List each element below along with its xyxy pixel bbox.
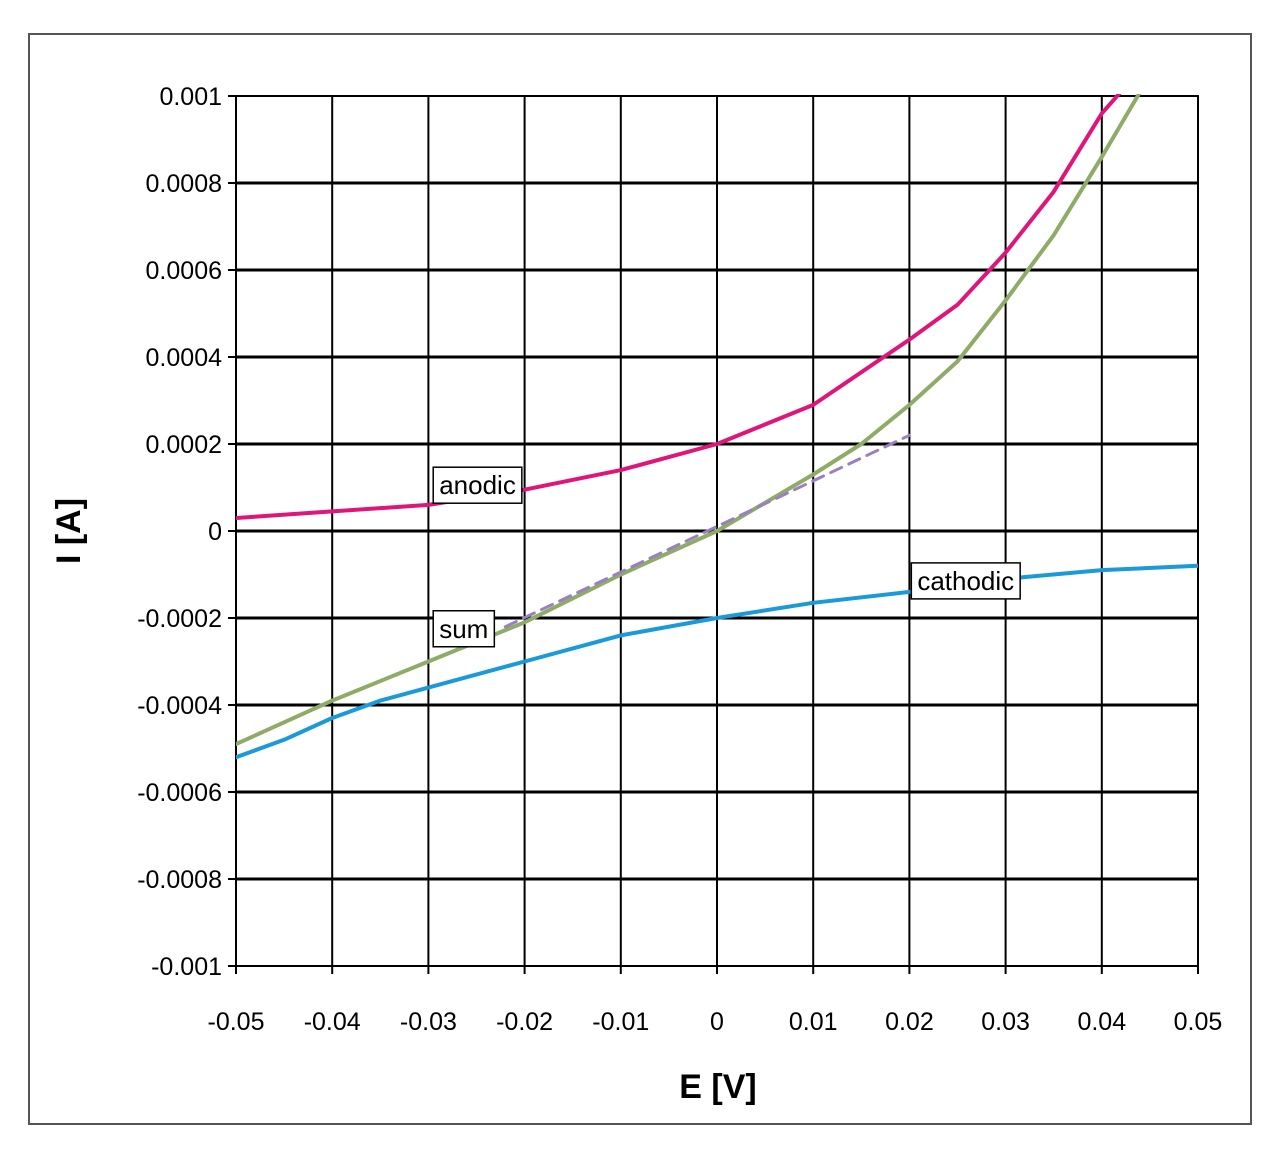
x-tick-label: 0.04: [1077, 1008, 1126, 1036]
series-label-text: sum: [439, 614, 488, 644]
y-tick-label: 0.0004: [146, 344, 223, 372]
series-label-box: [432, 466, 523, 504]
series-label-box: [910, 562, 1021, 600]
x-tick-label: -0.01: [592, 1008, 649, 1036]
y-tick-label: -0.0008: [137, 866, 222, 894]
x-axis-ticks: -0.05 -0.04 -0.03 -0.02 -0.01 0 0.01 0.02 0.03 0.…: [208, 1008, 1223, 1036]
y-tick-label: -0.001: [151, 953, 222, 981]
y-tick-label: 0.001: [159, 83, 222, 111]
x-tick-label: -0.02: [496, 1008, 553, 1036]
chart-frame: [28, 33, 1252, 1125]
x-tick-label: 0.02: [885, 1008, 934, 1036]
y-tick-label: 0.0002: [146, 431, 222, 459]
x-tick-label: 0: [710, 1008, 724, 1036]
y-tick-label: 0.0008: [146, 170, 222, 198]
plot-area-border: [235, 95, 1199, 967]
y-tick-label: 0.0006: [146, 257, 222, 285]
series-line-sum: [236, 94, 1142, 747]
x-tick-label: 0.05: [1174, 1008, 1223, 1036]
x-tick-label: -0.04: [304, 1008, 361, 1036]
y-axis-title: I [A]: [50, 498, 88, 564]
annotations: anodic cathodic sum: [432, 466, 1021, 648]
series-label-text: cathodic: [917, 566, 1014, 596]
series-label-cathodic: cathodic: [910, 562, 1021, 600]
y-tick-label: -0.0006: [137, 779, 222, 807]
series-label-sum: sum: [432, 610, 496, 648]
series-label-anodic: anodic: [432, 466, 523, 504]
x-tick-label: 0.03: [981, 1008, 1030, 1036]
x-tick-label: -0.05: [208, 1008, 265, 1036]
x-axis-title: E [V]: [679, 1068, 756, 1106]
series-label-text: anodic: [439, 470, 516, 500]
series-label-box: [432, 610, 496, 648]
x-tick-label: 0.01: [789, 1008, 838, 1036]
x-tick-label: -0.03: [400, 1008, 457, 1036]
series-line-anodic: [236, 94, 1122, 520]
y-axis-ticks: 0.001 0.0008 0.0006 0.0004 0.0002 0 -0.0002 -0.…: [137, 83, 222, 981]
series-line-dashed: [503, 433, 911, 629]
y-tick-label: -0.0004: [137, 692, 222, 720]
y-tick-label: -0.0002: [137, 605, 222, 633]
y-tick-label: 0: [208, 518, 222, 546]
